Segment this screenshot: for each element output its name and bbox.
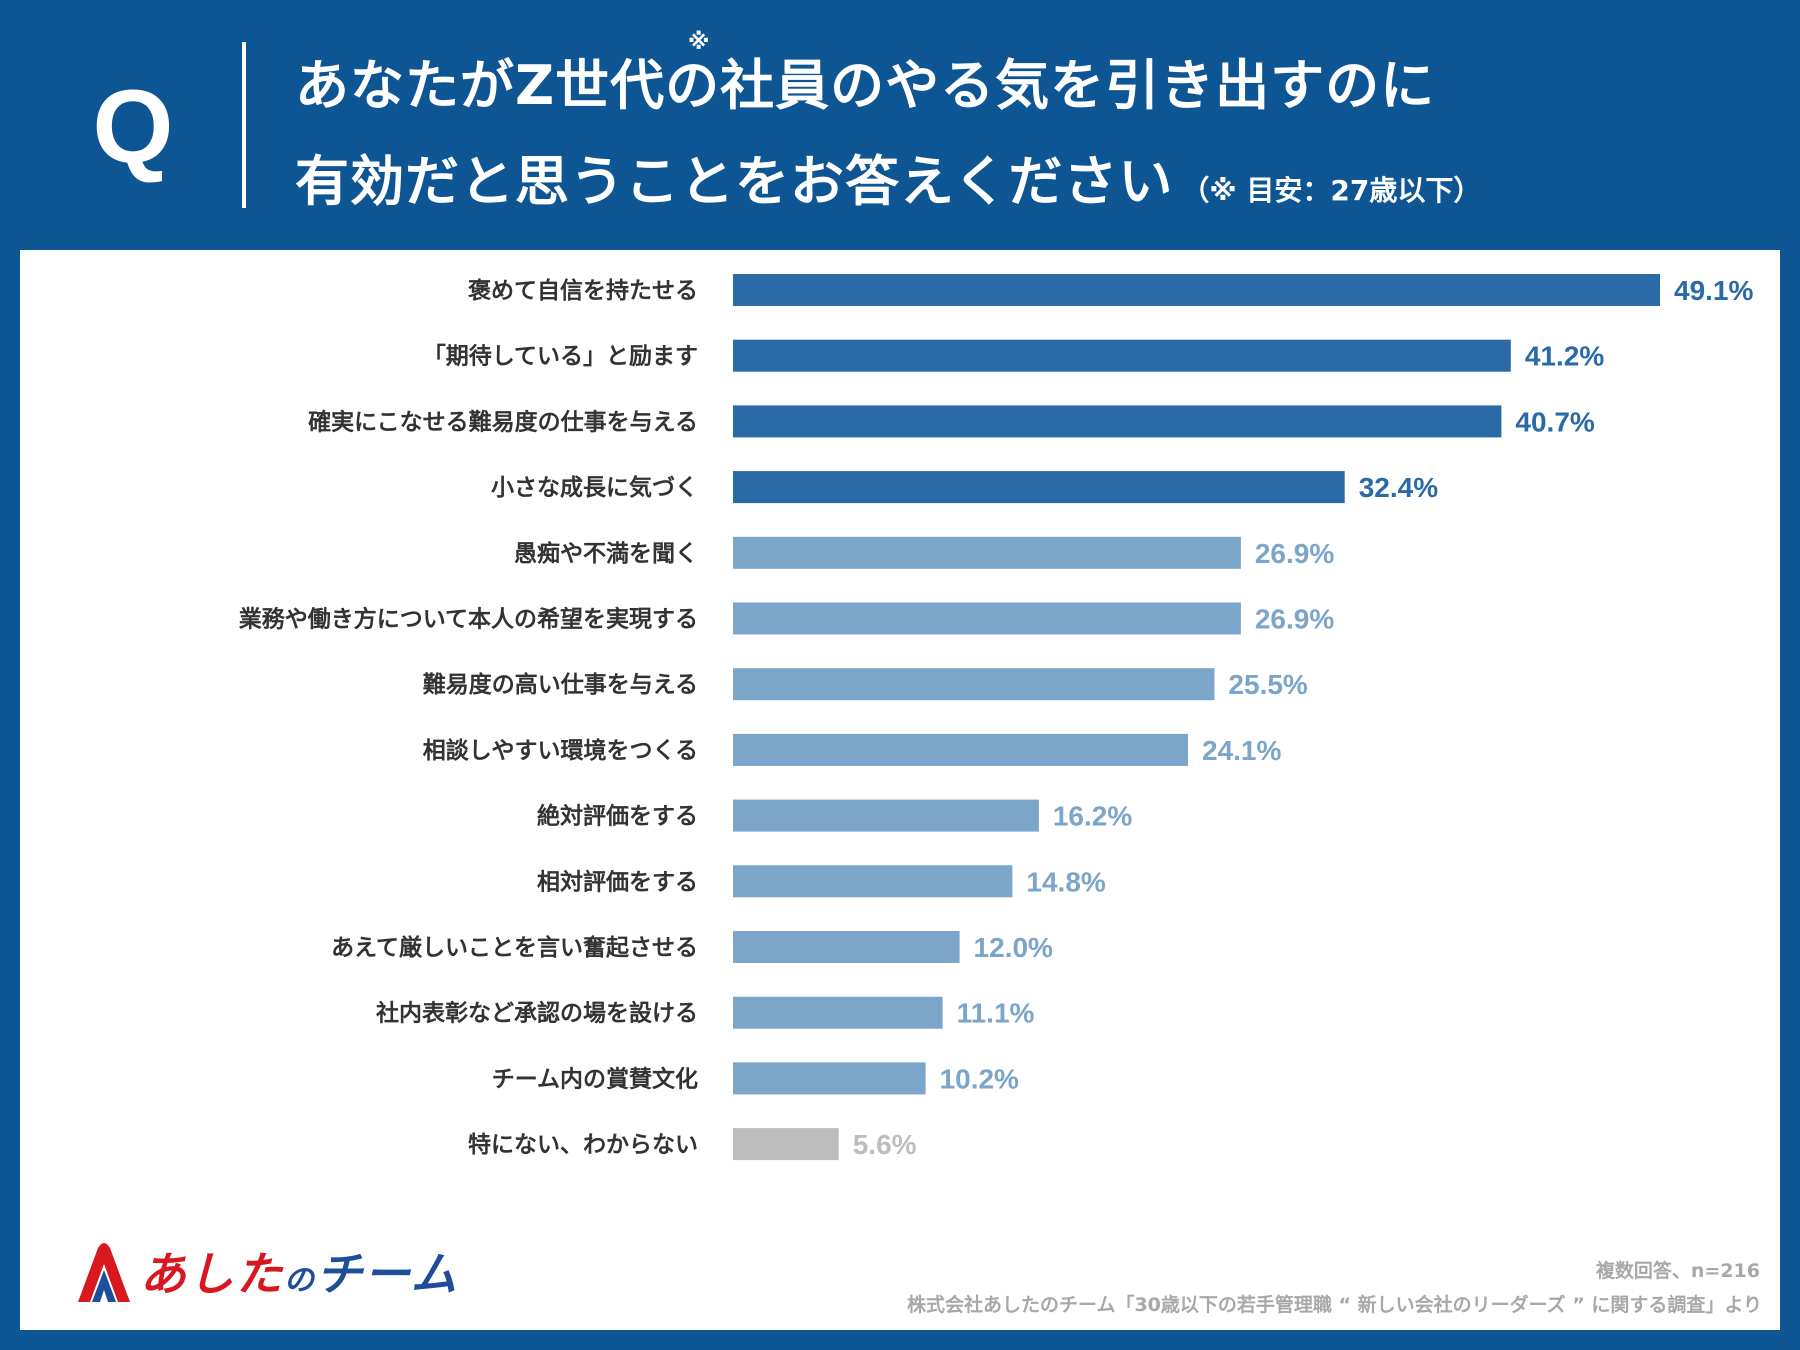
value-label: 40.7% [1515, 406, 1594, 437]
bar [733, 996, 943, 1029]
bar [733, 865, 1013, 898]
value-label: 32.4% [1359, 472, 1438, 503]
bar [733, 733, 1188, 766]
question-title-line2-text: 有効だと思うことをお答えください [295, 150, 1174, 213]
value-label: 24.1% [1202, 735, 1281, 766]
value-label: 26.9% [1255, 538, 1334, 569]
category-label: 「期待している」と励ます [423, 343, 698, 370]
category-label: 相談しやすい環境をつくる [423, 737, 698, 764]
question-title-line1: あなたがZ世代の社員のやる気を引き出すのに [295, 54, 1436, 117]
logo-part1: あした [140, 1247, 284, 1301]
category-label: 確実にこなせる難易度の仕事を与える [308, 408, 698, 435]
bar [733, 1128, 839, 1161]
bar [733, 799, 1039, 832]
category-label: 特にない、わからない [468, 1132, 698, 1158]
bar [733, 668, 1215, 701]
footnote-mark: ※ [688, 30, 710, 55]
header-divider [242, 42, 246, 208]
category-label: チーム内の賞賛文化 [492, 1065, 698, 1092]
company-logo: あしたのチーム [72, 1240, 457, 1310]
value-label: 49.1% [1674, 275, 1753, 306]
value-label: 41.2% [1525, 341, 1604, 372]
category-label: 絶対評価をする [537, 803, 698, 830]
logo-mark-icon [78, 1243, 130, 1302]
question-title-note: （※ 目安：27歳以下） [1181, 174, 1482, 207]
value-label: 14.8% [1026, 866, 1105, 897]
value-label: 11.1% [957, 998, 1035, 1029]
question-header: Q ※ あなたがZ世代の社員のやる気を引き出すのに 有効だと思うことをお答えくだ… [0, 0, 1800, 250]
logo-wordmark: あしたのチーム [140, 1246, 459, 1309]
question-title-line2: 有効だと思うことをお答えください （※ 目安：27歳以下） [295, 150, 1481, 223]
chart-panel: 褒めて自信を持たせる 49.1% 「期待している」と励ます 41.2% 確実にこなせる難… [20, 250, 1780, 1330]
category-label: 相対評価をする [537, 868, 698, 895]
value-label: 12.0% [974, 932, 1053, 963]
category-label: 難易度の高い仕事を与える [423, 671, 698, 698]
value-label: 25.5% [1228, 669, 1307, 700]
value-label: 10.2% [940, 1063, 1019, 1094]
bar [733, 471, 1345, 504]
source-note: 株式会社あしたのチーム「30歳以下の若手管理職 “ 新しい会社のリーダーズ ” … [907, 1294, 1762, 1316]
bar-chart: 褒めて自信を持たせる 49.1% 「期待している」と励ます 41.2% 確実にこなせる難… [238, 274, 1753, 1161]
logo-part3: チーム [316, 1247, 459, 1301]
value-label: 16.2% [1053, 801, 1132, 832]
sample-note: 複数回答、n=216 [1595, 1260, 1760, 1282]
bar [733, 1062, 926, 1095]
category-label: あえて厳しいことを言い奮起させる [331, 934, 698, 961]
value-label: 5.6% [853, 1129, 917, 1160]
question-q-icon: Q [92, 69, 174, 185]
category-label: 褒めて自信を持たせる [467, 277, 698, 304]
bar [733, 274, 1660, 306]
category-label: 小さな成長に気づく [491, 474, 698, 501]
bar [733, 602, 1241, 635]
bar [733, 339, 1511, 372]
value-label: 26.9% [1255, 604, 1334, 635]
bar [733, 405, 1502, 438]
category-label: 業務や働き方について本人の希望を実現する [238, 606, 698, 633]
category-label: 愚痴や不満を聞く [514, 540, 698, 567]
category-label: 社内表彰など承認の場を設ける [376, 1000, 698, 1027]
logo-part2: の [284, 1263, 316, 1298]
bar [733, 536, 1241, 569]
bar [733, 931, 960, 963]
